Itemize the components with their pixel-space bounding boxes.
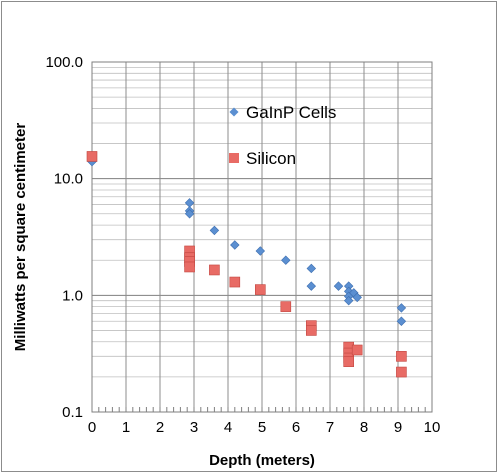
grid xyxy=(91,61,433,413)
data-point-gainp-cells xyxy=(230,240,240,250)
x-tick-label: 2 xyxy=(156,419,164,436)
data-point-gainp-cells xyxy=(281,255,291,265)
data-point-gainp-cells xyxy=(306,281,317,291)
y-tick-label: 0.1 xyxy=(62,404,83,421)
data-point-silicon xyxy=(209,264,220,276)
data-point-silicon xyxy=(396,366,407,378)
data-point-gainp-cells xyxy=(209,225,220,236)
data-point-gainp-cells xyxy=(184,198,195,208)
x-tick-label: 5 xyxy=(258,419,266,436)
data-point-gainp-cells xyxy=(306,263,317,274)
legend: GaInP Cells Silicon xyxy=(229,103,336,168)
x-tick-label: 3 xyxy=(190,419,198,436)
x-tick-label: 10 xyxy=(424,419,441,436)
legend-label-gainp: GaInP Cells xyxy=(246,103,336,122)
x-tick-label: 8 xyxy=(360,419,368,436)
axis-ticks: 0 1 2 3 4 5 6 7 8 9 10 0.1 1.0 10.0 100.0 xyxy=(45,54,440,436)
data-points xyxy=(86,151,407,378)
data-point-gainp-cells xyxy=(333,281,344,291)
x-tick-label: 9 xyxy=(394,419,402,436)
data-point-gainp-cells xyxy=(255,246,266,256)
data-point-silicon xyxy=(343,356,355,367)
x-tick-label: 6 xyxy=(292,419,300,436)
data-point-silicon xyxy=(305,325,317,336)
data-point-silicon xyxy=(280,301,292,312)
legend-label-silicon: Silicon xyxy=(246,149,296,168)
y-tick-label: 100.0 xyxy=(45,54,83,71)
legend-marker-silicon xyxy=(229,153,239,163)
y-axis-title: Milliwatts per square centimeter xyxy=(12,123,29,352)
data-point-silicon xyxy=(184,261,195,273)
x-tick-label: 7 xyxy=(326,419,334,436)
data-point-silicon xyxy=(351,344,363,356)
x-tick-label: 1 xyxy=(122,419,130,436)
data-point-silicon xyxy=(229,276,241,288)
y-tick-label: 10.0 xyxy=(54,171,83,188)
legend-marker-gainp xyxy=(229,107,239,117)
data-point-gainp-cells xyxy=(396,303,407,313)
data-point-gainp-cells xyxy=(184,209,195,219)
data-point-gainp-cells xyxy=(396,316,407,326)
data-point-gainp-cells xyxy=(352,292,362,303)
x-tick-label: 0 xyxy=(88,419,96,436)
x-axis-title: Depth (meters) xyxy=(209,452,315,469)
data-point-silicon xyxy=(86,151,98,162)
data-point-silicon xyxy=(396,351,407,362)
y-tick-label: 1.0 xyxy=(62,287,83,304)
data-point-silicon xyxy=(255,284,266,295)
x-tick-label: 4 xyxy=(224,419,232,436)
data-point-gainp-cells xyxy=(343,295,354,306)
